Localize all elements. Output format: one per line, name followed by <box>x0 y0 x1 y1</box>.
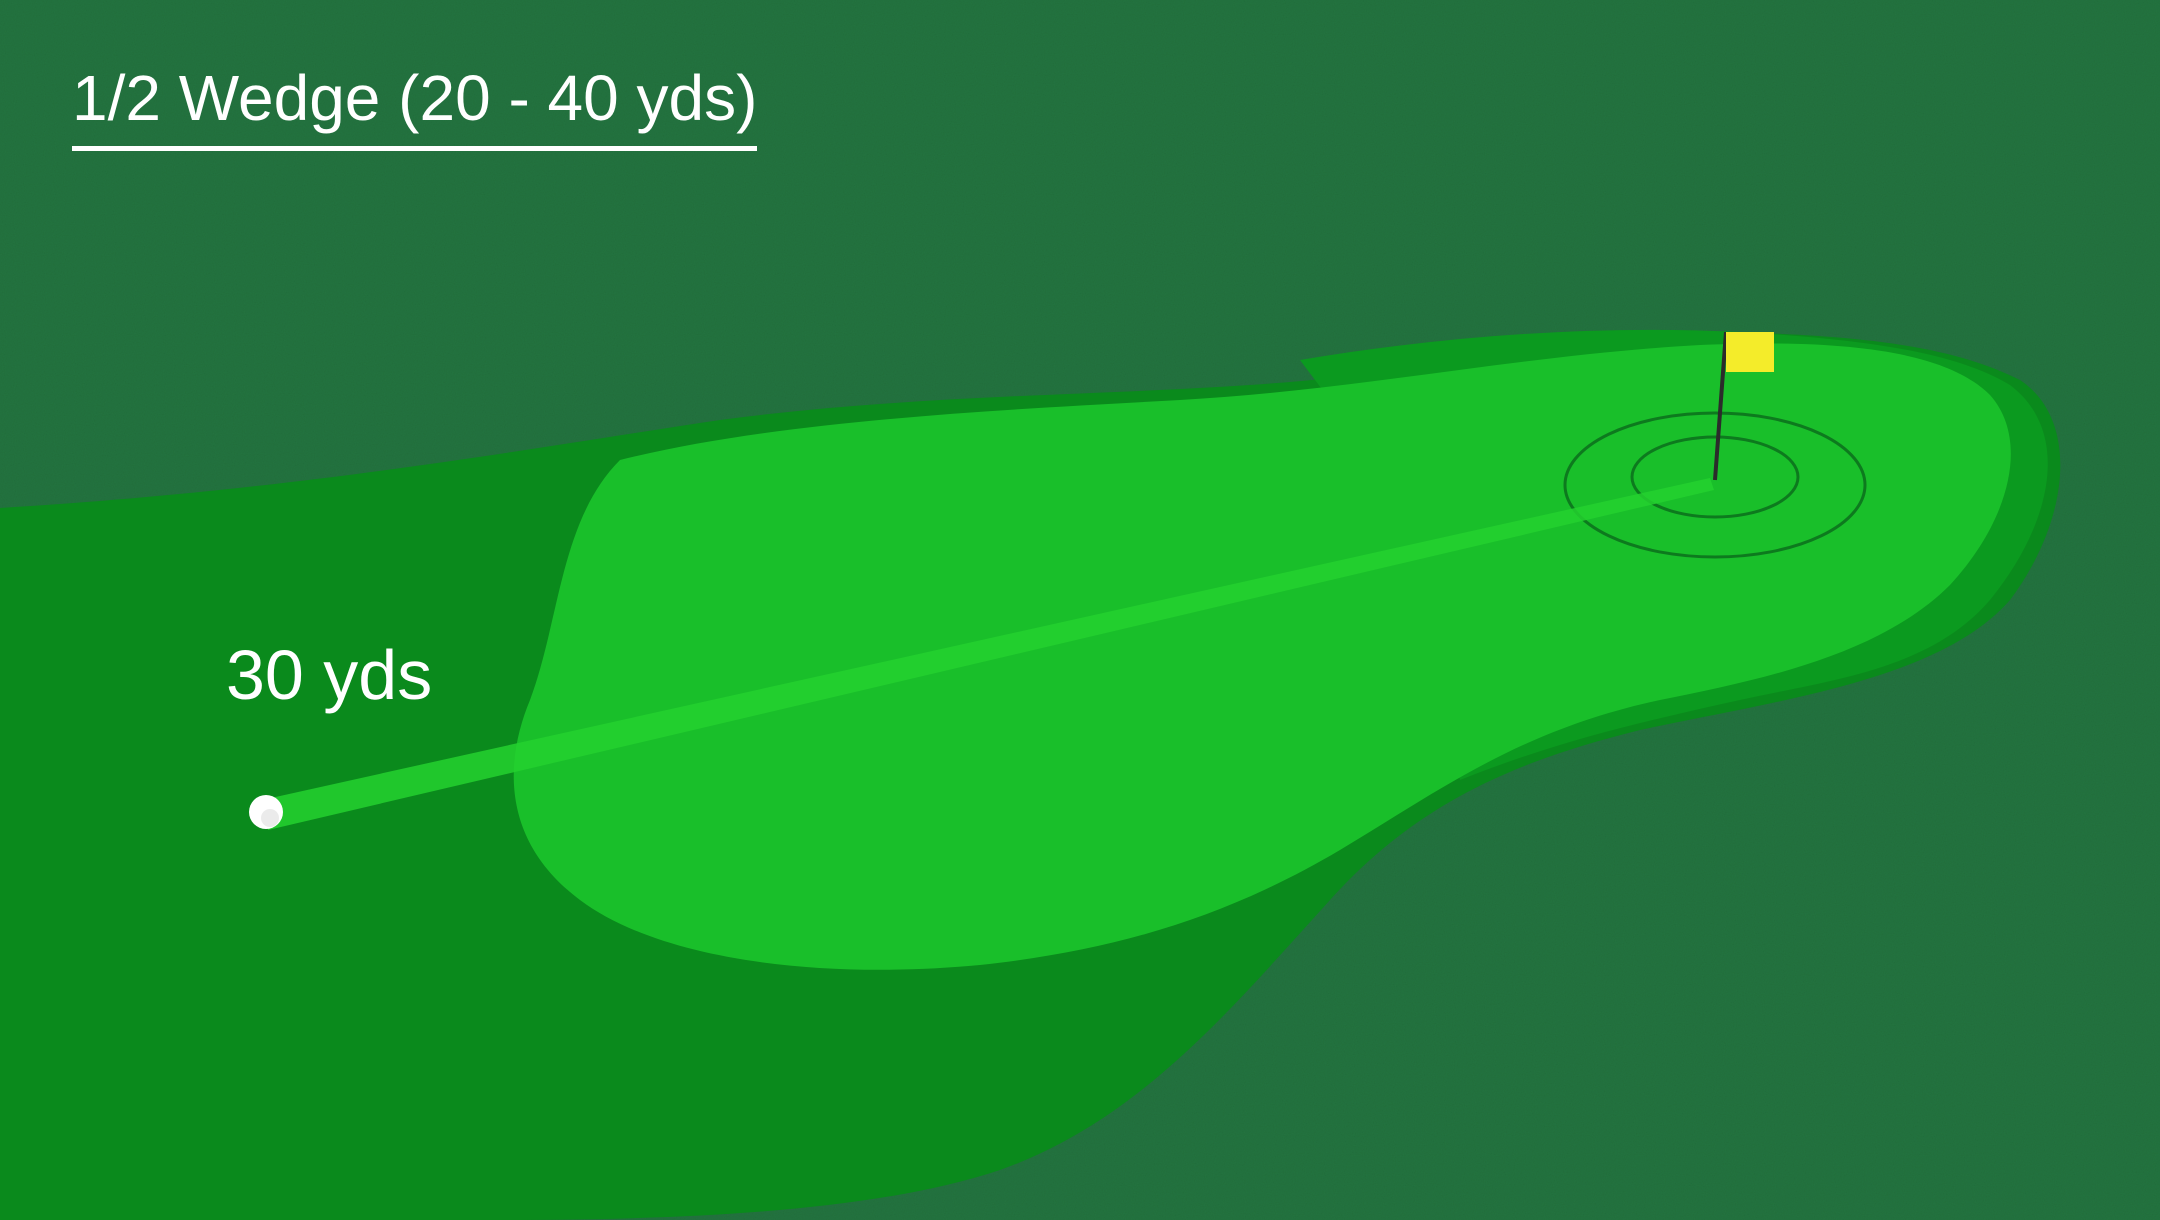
pin-flag-icon <box>1713 331 1774 481</box>
golf-ball-icon <box>249 795 283 829</box>
shot-line <box>262 478 1714 830</box>
distance-label: 30 yds <box>226 636 433 714</box>
target-rings-icon <box>1563 411 1867 559</box>
page-title: 1/2 Wedge (20 - 40 yds) <box>72 62 758 151</box>
